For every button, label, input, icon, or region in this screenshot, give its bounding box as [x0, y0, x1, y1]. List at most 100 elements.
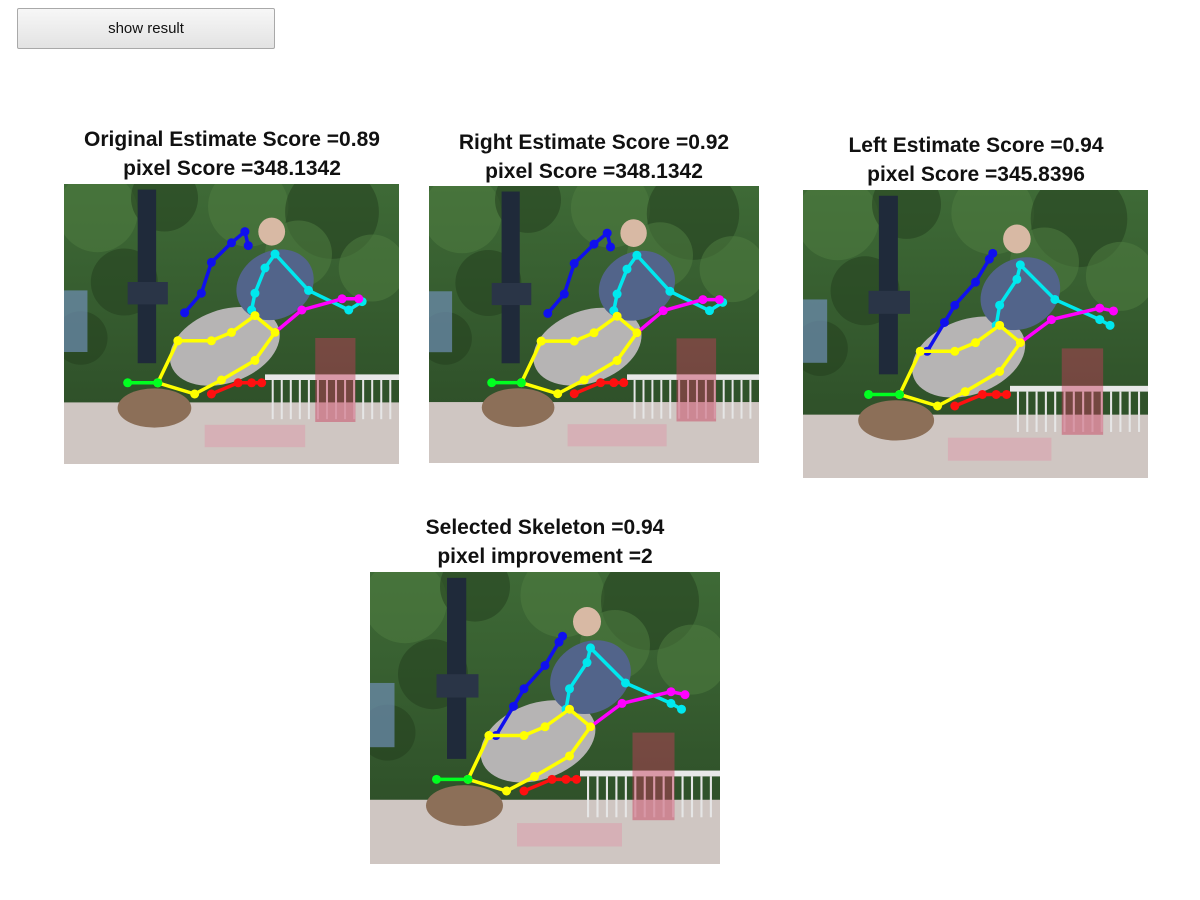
skeleton-joint-cyan — [260, 263, 270, 273]
railing-bar — [633, 379, 636, 419]
skeleton-joint-blue — [206, 257, 216, 267]
skeleton-joint-red — [991, 389, 1001, 399]
lamp-post-base — [127, 282, 168, 305]
railing-bar — [353, 380, 356, 420]
railing-bar — [740, 379, 743, 419]
skeleton-joint-yellow — [206, 336, 216, 346]
person-jeans — [236, 249, 314, 321]
skeleton-joint-cyan — [1105, 320, 1115, 330]
railing-bar — [634, 776, 637, 818]
skeleton-joint-magenta — [680, 690, 690, 700]
skeleton-joint-yellow — [995, 366, 1005, 376]
skeleton-joint-yellow — [565, 704, 574, 714]
skeleton-joint-cyan — [582, 658, 592, 668]
skeleton-joint-magenta — [698, 295, 708, 305]
person-torso — [912, 316, 1026, 398]
lamp-post — [137, 189, 157, 364]
lamp-post-base — [868, 290, 910, 314]
person-head — [117, 388, 192, 428]
skeleton-limb-red — [209, 381, 264, 396]
lamp-post-base — [436, 674, 479, 698]
flowers — [632, 732, 675, 821]
skeleton-joint-magenta — [617, 698, 627, 708]
skeleton-joint-magenta — [354, 294, 364, 304]
skeleton-limb-yellow — [519, 314, 639, 396]
foliage-patch — [429, 186, 502, 254]
skeleton-joint-yellow — [227, 327, 236, 337]
skeleton-joint-green — [432, 774, 441, 784]
railing-bar — [615, 776, 618, 818]
right-pixel-score: pixel Score =348.1342 — [485, 160, 703, 183]
skeleton-joint-yellow — [586, 722, 595, 732]
skeleton-joint-yellow — [612, 311, 622, 321]
skeleton-joint-yellow — [612, 356, 622, 366]
skeleton-joint-yellow — [502, 786, 511, 796]
skeleton-joint-yellow — [216, 375, 226, 385]
skeleton-joint-yellow — [540, 722, 550, 732]
person-torso — [169, 307, 280, 386]
skeleton-joint-blue — [589, 239, 599, 249]
skeleton-joint-magenta — [1046, 315, 1056, 325]
graffiti — [204, 424, 306, 448]
skeleton-joint-magenta — [337, 294, 347, 304]
foliage-patch — [64, 184, 138, 253]
skeleton-limb-red — [572, 380, 626, 396]
skeleton-joint-blue — [227, 238, 236, 248]
skeleton-joint-red — [596, 378, 606, 388]
foliage-patch — [370, 572, 447, 644]
foliage-patch — [338, 234, 399, 302]
railing-bar — [709, 776, 712, 818]
railing-bar — [344, 380, 347, 420]
skeleton-joint-blue — [939, 317, 949, 327]
lamp-post — [501, 191, 520, 364]
skeleton-joint-blue — [950, 300, 960, 310]
skeleton-joint-blue — [509, 701, 518, 711]
skeleton-joint-cyan — [622, 264, 632, 274]
skeleton-joint-green — [123, 378, 133, 388]
left-estimate-score: Left Estimate Score =0.94 — [848, 134, 1104, 157]
skeleton-joint-green — [487, 378, 497, 388]
skeleton-joint-yellow — [569, 336, 579, 346]
skeleton-joint-red — [609, 378, 619, 388]
skeleton-joint-cyan — [665, 286, 675, 296]
sky-patch — [64, 290, 88, 352]
skeleton-limb-yellow — [897, 323, 1023, 408]
person-arm — [620, 219, 647, 247]
show-result-button[interactable]: show result — [17, 8, 275, 49]
graffiti — [947, 437, 1052, 461]
skeleton-joint-blue — [988, 248, 998, 258]
skeleton-joint-green — [895, 389, 905, 399]
skeleton-joint-yellow — [589, 328, 599, 338]
skeleton-joint-yellow — [971, 338, 980, 348]
railing-bar — [289, 380, 292, 420]
railing-bar — [1044, 391, 1047, 432]
railing-bar — [1035, 391, 1038, 432]
skeleton-joint-cyan — [1012, 274, 1022, 284]
skeleton-joint-yellow — [915, 346, 925, 356]
person-torso — [480, 700, 596, 783]
skeleton-joint-blue — [569, 259, 579, 269]
skeleton-limb-magenta — [588, 689, 687, 729]
skeleton-joint-blue — [606, 242, 615, 252]
skeleton-limb-magenta — [1018, 306, 1116, 345]
skeleton-limb-red — [953, 392, 1009, 408]
skeleton-joint-cyan — [677, 704, 686, 714]
skeleton-joint-red — [247, 378, 257, 388]
skeleton-joint-yellow — [1015, 338, 1025, 348]
lamp-post-base — [491, 282, 532, 306]
sky-patch — [429, 291, 453, 353]
railing-bar — [678, 379, 681, 419]
selected-skeleton-image — [370, 572, 720, 864]
skeleton-joint-cyan — [250, 288, 260, 298]
railing-bar — [660, 379, 663, 419]
railing-bar — [1063, 391, 1066, 432]
skeleton-joint-yellow — [484, 731, 494, 741]
skeleton-joint-cyan — [666, 698, 676, 708]
person-arm — [573, 607, 601, 637]
person-head — [426, 785, 503, 827]
pixel-improvement: pixel improvement =2 — [437, 545, 653, 568]
skeleton-joint-yellow — [519, 731, 529, 741]
skeleton-joint-cyan — [270, 249, 280, 259]
railing-top — [627, 374, 759, 380]
railing-bar — [362, 380, 365, 420]
